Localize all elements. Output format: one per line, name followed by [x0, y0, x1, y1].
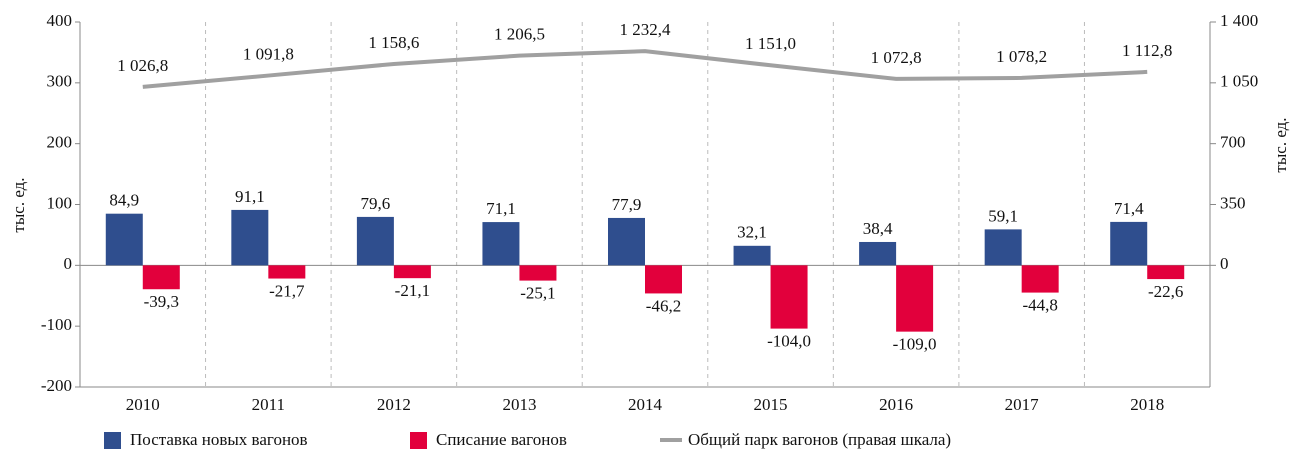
data-label: -21,7 [269, 281, 305, 300]
bar [142, 265, 180, 290]
bar [733, 245, 771, 266]
data-label: -46,2 [646, 296, 681, 315]
bar [984, 229, 1022, 266]
data-label: 1 232,4 [620, 20, 672, 39]
legend-label: Общий парк вагонов (правая шкала) [688, 430, 951, 449]
bar [105, 213, 143, 266]
y-tick-label: 0 [64, 254, 73, 273]
bar [482, 222, 520, 266]
y2-tick-label: 700 [1220, 133, 1246, 152]
y-tick-label: 300 [47, 72, 73, 91]
x-tick-label: 2010 [126, 395, 160, 414]
y-tick-label: 100 [47, 193, 73, 212]
bar [393, 265, 431, 279]
line [142, 49, 1148, 89]
y-tick-label: 200 [47, 133, 73, 152]
bar [608, 217, 645, 266]
x-tick-label: 2011 [252, 395, 285, 414]
data-label: -104,0 [767, 332, 811, 351]
bar [356, 216, 394, 266]
data-label: 59,1 [988, 206, 1018, 225]
y-tick-label: -200 [41, 376, 72, 395]
bar [896, 265, 934, 332]
data-label: -22,6 [1148, 282, 1183, 301]
y-axis-label: тыс. ед. [9, 177, 28, 232]
y2-tick-label: 1 400 [1220, 11, 1258, 30]
bar [859, 241, 897, 266]
x-tick-label: 2015 [754, 395, 788, 414]
data-label: 1 112,8 [1122, 41, 1172, 60]
data-label: 1 091,8 [243, 44, 294, 63]
y2-axis-label: тыс. ед. [1271, 117, 1290, 172]
bar [770, 265, 808, 329]
legend-swatch [104, 432, 121, 449]
x-tick-label: 2013 [502, 395, 536, 414]
y2-tick-label: 0 [1220, 254, 1229, 273]
legend-label: Списание вагонов [436, 430, 567, 449]
bar [519, 265, 557, 281]
data-label: 38,4 [863, 219, 893, 238]
x-tick-label: 2016 [879, 395, 913, 414]
data-label: 77,9 [612, 195, 642, 214]
data-label: -25,1 [520, 284, 555, 303]
data-label: 1 078,2 [996, 47, 1047, 66]
legend-swatch [410, 432, 427, 449]
x-tick-label: 2012 [377, 395, 411, 414]
data-label: 84,9 [109, 191, 139, 210]
y-tick-label: -100 [41, 315, 72, 334]
y2-tick-label: 1 050 [1220, 72, 1258, 91]
data-label: -39,3 [144, 292, 179, 311]
bar [645, 265, 682, 294]
x-tick-label: 2014 [628, 395, 663, 414]
y-tick-label: 400 [47, 11, 73, 30]
x-tick-label: 2018 [1130, 395, 1164, 414]
bar [1110, 221, 1148, 266]
data-label: 1 026,8 [117, 56, 168, 75]
data-label: -44,8 [1022, 295, 1057, 314]
data-label: 32,1 [737, 223, 767, 242]
data-label: -21,1 [395, 281, 430, 300]
data-label: 79,6 [361, 194, 391, 213]
x-tick-label: 2017 [1005, 395, 1040, 414]
data-label: 71,1 [486, 199, 516, 218]
data-label: 71,4 [1114, 199, 1144, 218]
bar [1147, 265, 1185, 280]
data-label: 1 158,6 [368, 33, 419, 52]
data-label: 1 151,0 [745, 34, 796, 53]
bar [231, 209, 269, 266]
data-label: 1 206,5 [494, 25, 545, 44]
data-label: -109,0 [893, 335, 937, 354]
bar [1021, 265, 1059, 293]
y2-tick-label: 350 [1220, 193, 1246, 212]
bar [268, 265, 306, 279]
data-label: 1 072,8 [871, 48, 922, 67]
legend-label: Поставка новых вагонов [130, 430, 308, 449]
data-label: 91,1 [235, 187, 265, 206]
